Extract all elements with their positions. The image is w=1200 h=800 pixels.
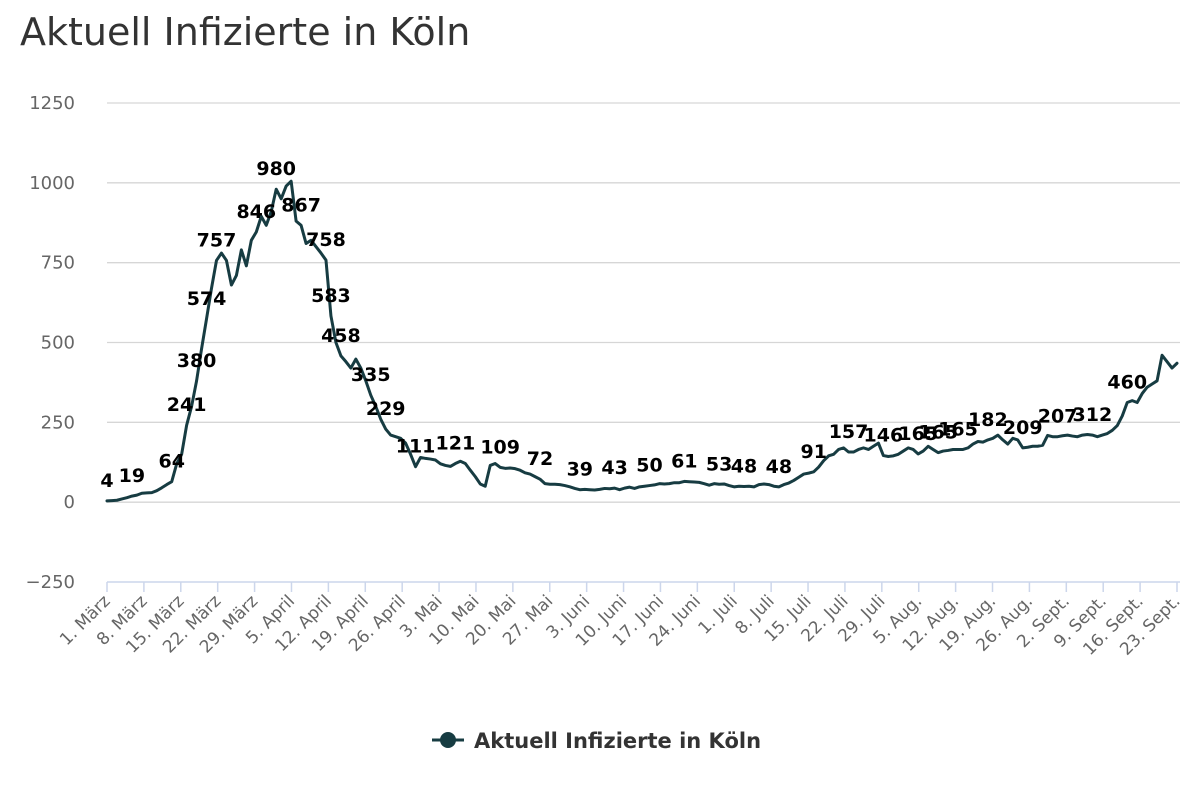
y-axis-tick-labels: −250 0 250 500 750 1000 1250	[26, 93, 75, 593]
y-tick-label: 1000	[29, 173, 75, 194]
data-label: 111	[396, 436, 436, 458]
data-label: 146	[864, 425, 904, 447]
data-label: 4	[100, 470, 113, 492]
data-label: 758	[306, 229, 346, 251]
data-label: 53	[706, 453, 732, 475]
series-line-group	[105, 179, 1179, 503]
data-label: 182	[968, 409, 1008, 431]
y-tick-label: 500	[41, 333, 75, 354]
data-labels: 4 19 64 241 380 574 757 846 980 867 758 583 458 335 22…	[100, 158, 1147, 492]
data-label: 380	[177, 350, 217, 372]
y-tick-label: 250	[41, 412, 75, 433]
data-label: 460	[1107, 372, 1147, 394]
data-label: 72	[527, 448, 553, 470]
y-tick-label: 750	[41, 253, 75, 274]
y-tick-label: 1250	[29, 93, 75, 114]
data-label: 109	[480, 436, 520, 458]
data-label: 39	[567, 459, 593, 481]
grid-lines	[107, 102, 1180, 503]
data-label: 48	[766, 456, 792, 478]
x-tick-label: 1. Juli	[695, 591, 742, 638]
data-label: 91	[800, 441, 826, 463]
legend-dot-marker	[440, 732, 456, 748]
data-label: 50	[636, 455, 662, 477]
data-label: 165	[938, 418, 978, 440]
data-label: 48	[731, 456, 757, 478]
legend[interactable]: Aktuell Infizierte in Köln	[432, 729, 761, 753]
data-label: 165	[898, 423, 938, 445]
data-label: 43	[601, 457, 627, 479]
data-label: 867	[281, 194, 321, 216]
data-label: 165	[918, 422, 958, 444]
y-tick-label: 0	[64, 492, 75, 513]
data-label: 241	[167, 394, 207, 416]
data-label: 757	[197, 229, 237, 251]
data-label: 458	[321, 325, 361, 347]
data-label: 312	[1073, 404, 1113, 426]
data-label: 574	[187, 288, 227, 310]
data-label: 229	[366, 398, 406, 420]
y-tick-label: −250	[26, 572, 75, 593]
data-label: 157	[829, 421, 869, 443]
data-label: 19	[119, 465, 145, 487]
data-label: 583	[311, 285, 351, 307]
series-line	[105, 179, 1179, 503]
data-label: 980	[256, 158, 296, 180]
data-label: 846	[236, 201, 276, 223]
data-label: 121	[436, 433, 476, 455]
data-label: 207	[1038, 406, 1078, 428]
legend-label: Aktuell Infizierte in Köln	[474, 729, 761, 753]
data-label: 335	[351, 364, 391, 386]
data-label: 61	[671, 450, 697, 472]
chart-title: Aktuell Infizierte in Köln	[20, 10, 471, 54]
data-label: 64	[158, 451, 184, 473]
data-label: 209	[1003, 417, 1043, 439]
